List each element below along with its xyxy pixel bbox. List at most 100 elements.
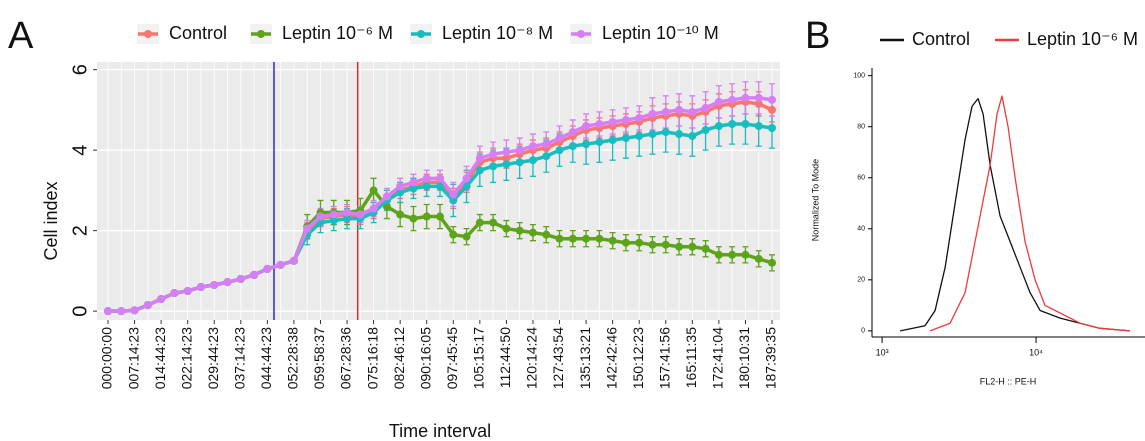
x-tick-label: 052:28:38 bbox=[285, 327, 301, 389]
x-tick-label: 180:10:31 bbox=[736, 327, 752, 389]
point bbox=[502, 154, 511, 163]
x-tick-label: 044:44:23 bbox=[258, 327, 274, 389]
point bbox=[329, 210, 338, 219]
point bbox=[621, 115, 630, 124]
point bbox=[502, 148, 511, 157]
point bbox=[316, 212, 325, 221]
y-tick-label: 0 bbox=[69, 306, 91, 317]
point bbox=[409, 178, 418, 187]
x-tick-label: 165:11:35 bbox=[683, 327, 699, 388]
point bbox=[714, 250, 723, 259]
point bbox=[688, 107, 697, 116]
legend-label: Leptin 10⁻⁶ M bbox=[282, 23, 393, 43]
point bbox=[555, 146, 564, 155]
point bbox=[741, 119, 750, 128]
y-tick-label: 4 bbox=[69, 145, 91, 156]
point bbox=[768, 105, 776, 114]
y-tick-label: 0 bbox=[861, 328, 865, 335]
point bbox=[754, 99, 763, 108]
point bbox=[768, 258, 776, 267]
point bbox=[528, 228, 537, 237]
point bbox=[489, 162, 498, 171]
point bbox=[436, 212, 444, 221]
point bbox=[741, 250, 750, 259]
y-tick-label: 20 bbox=[857, 277, 865, 284]
point bbox=[462, 174, 471, 183]
point bbox=[582, 121, 591, 130]
x-tick-label: 082:46:12 bbox=[391, 327, 407, 389]
point bbox=[714, 97, 723, 106]
point bbox=[621, 238, 630, 247]
point bbox=[276, 260, 285, 269]
point bbox=[515, 226, 524, 235]
x-tick-label: 150:12:23 bbox=[630, 327, 646, 389]
legend-point bbox=[417, 30, 425, 38]
point bbox=[422, 212, 431, 221]
x-tick-label: 135:13:21 bbox=[577, 327, 593, 389]
point bbox=[396, 182, 405, 191]
x-tick-label: 037:14:23 bbox=[232, 327, 248, 389]
x-tick-label: 000:00:00 bbox=[99, 327, 115, 389]
x-tick-label: 172:41:04 bbox=[710, 327, 726, 389]
point bbox=[143, 301, 152, 310]
point bbox=[542, 230, 551, 239]
point bbox=[754, 93, 763, 102]
x-tick-label: 157:41:56 bbox=[656, 327, 672, 389]
x-tick-label: 075:16:18 bbox=[364, 327, 380, 389]
point bbox=[196, 282, 205, 291]
point bbox=[104, 307, 112, 316]
point bbox=[343, 208, 352, 217]
point bbox=[409, 214, 418, 223]
point bbox=[475, 166, 484, 175]
point bbox=[263, 264, 272, 273]
histogram-line bbox=[900, 97, 1131, 332]
point bbox=[130, 306, 139, 315]
point bbox=[329, 216, 338, 225]
point bbox=[768, 124, 776, 133]
point bbox=[223, 278, 232, 287]
panel-label: B bbox=[805, 15, 830, 57]
point bbox=[422, 182, 431, 191]
x-tick-label: 187:39:35 bbox=[763, 327, 779, 389]
x-tick-label: 014:44:23 bbox=[152, 327, 168, 389]
point bbox=[701, 126, 710, 135]
point bbox=[595, 119, 604, 128]
point bbox=[595, 234, 604, 243]
y-tick-label: 2 bbox=[69, 225, 91, 236]
point bbox=[661, 107, 670, 116]
y-axis-label: Cell index bbox=[41, 181, 61, 260]
point bbox=[475, 218, 484, 227]
y-tick-label: 100 bbox=[853, 73, 865, 80]
x-axis-label: Time interval bbox=[389, 421, 491, 441]
x-axis-label: FL2-H :: PE-H bbox=[980, 376, 1037, 386]
point bbox=[741, 93, 750, 102]
histogram-line bbox=[929, 95, 1131, 332]
point bbox=[728, 119, 737, 128]
point bbox=[701, 103, 710, 112]
point bbox=[369, 186, 378, 195]
point bbox=[542, 152, 551, 161]
point bbox=[542, 140, 551, 149]
point bbox=[621, 134, 630, 143]
x-tick-label: 067:28:36 bbox=[338, 327, 354, 389]
point bbox=[582, 140, 591, 149]
x-tick-label: 022:14:23 bbox=[178, 327, 194, 389]
y-tick-label: 60 bbox=[857, 175, 865, 182]
point bbox=[528, 142, 537, 151]
y-tick-label: 40 bbox=[857, 226, 865, 233]
point bbox=[635, 113, 644, 122]
y-tick-label: 6 bbox=[69, 64, 91, 75]
point bbox=[568, 142, 577, 151]
point bbox=[157, 295, 166, 304]
point bbox=[768, 95, 776, 104]
x-tick-label: 007:14:23 bbox=[125, 327, 141, 389]
point bbox=[236, 274, 245, 283]
point bbox=[343, 214, 352, 223]
point bbox=[462, 232, 471, 241]
point bbox=[728, 250, 737, 259]
point bbox=[183, 287, 192, 296]
point bbox=[568, 234, 577, 243]
point bbox=[462, 182, 471, 191]
point bbox=[289, 256, 298, 265]
